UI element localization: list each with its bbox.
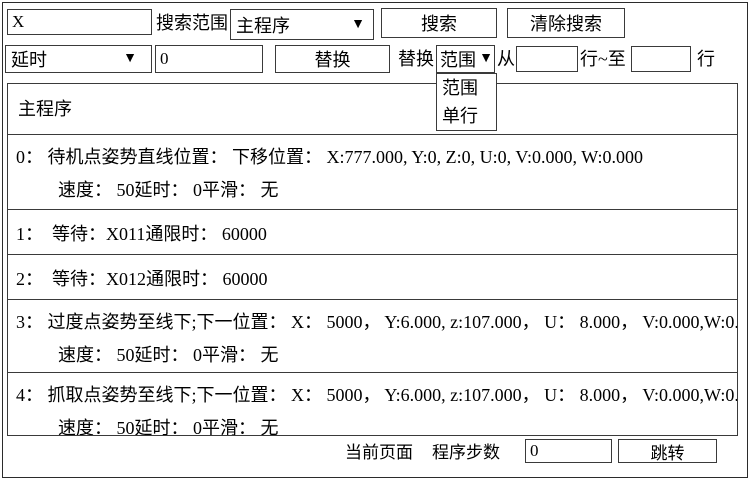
command-type-value: 延时 — [11, 50, 47, 70]
dropdown-arrow-icon: ▼ — [351, 16, 365, 32]
search-button[interactable]: 搜索 — [381, 8, 497, 38]
program-row-line2: 速度： 50延时： 0平滑： 无 — [58, 418, 279, 435]
from-label: 从 — [497, 49, 515, 69]
program-row-line1: 0： 待机点姿势直线位置： 下移位置： X:777.000, Y:0, Z:0,… — [16, 147, 644, 167]
range-option-list: 范围 单行 — [436, 73, 497, 131]
search-scope-value: 主程序 — [236, 15, 290, 36]
range-mode-value: 范围 — [440, 50, 476, 70]
program-row-line1: 2： 等待：X012通限时： 60000 — [16, 269, 268, 289]
line-label: 行 — [697, 49, 715, 69]
search-scope-select[interactable]: 主程序 ▼ — [230, 9, 374, 40]
program-title: 主程序 — [8, 84, 737, 135]
range-option-single[interactable]: 单行 — [442, 106, 478, 126]
step-number-input[interactable] — [525, 439, 612, 463]
search-scope-label: 搜索范围 — [156, 13, 228, 33]
program-row-line1: 3： 过度点姿势至线下;下一位置： X： 5000， Y:6.000, z:10… — [16, 312, 737, 332]
program-row-line2: 速度： 50延时： 0平滑： 无 — [58, 345, 279, 365]
program-row-line1: 4： 抓取点姿势至线下;下一位置： X： 5000， Y:6.000, z:10… — [16, 385, 737, 405]
from-line-input[interactable] — [516, 46, 578, 72]
program-steps-label: 程序步数 — [432, 443, 500, 462]
replace-value-input[interactable] — [155, 45, 263, 73]
dropdown-arrow-icon: ▼ — [479, 51, 493, 66]
program-row[interactable]: 0： 待机点姿势直线位置： 下移位置： X:777.000, Y:0, Z:0,… — [8, 135, 737, 210]
program-row-line2: 速度： 50延时： 0平滑： 无 — [58, 180, 279, 200]
program-row-line1: 1： 等待：X011通限时： 60000 — [16, 224, 267, 244]
line-to-label: 行~至 — [580, 49, 626, 69]
search-keyword-input[interactable] — [7, 9, 152, 35]
jump-button[interactable]: 跳转 — [618, 439, 717, 463]
to-line-input[interactable] — [631, 46, 691, 72]
clear-search-button[interactable]: 清除搜索 — [507, 8, 625, 38]
replace-button[interactable]: 替换 — [275, 45, 390, 73]
program-panel: 主程序 0： 待机点姿势直线位置： 下移位置： X:777.000, Y:0, … — [7, 83, 738, 436]
program-row[interactable]: 2： 等待：X012通限时： 60000 — [8, 255, 737, 300]
program-row[interactable]: 3： 过度点姿势至线下;下一位置： X： 5000， Y:6.000, z:10… — [8, 300, 737, 373]
range-option-range[interactable]: 范围 — [442, 78, 478, 98]
program-row[interactable]: 1： 等待：X011通限时： 60000 — [8, 210, 737, 255]
program-row[interactable]: 4： 抓取点姿势至线下;下一位置： X： 5000， Y:6.000, z:10… — [8, 373, 737, 435]
current-page-label: 当前页面 — [345, 443, 413, 462]
range-mode-select[interactable]: 范围 ▼ — [436, 45, 495, 73]
dropdown-arrow-icon: ▼ — [123, 51, 137, 66]
replace-mode-label: 替换 — [398, 49, 434, 69]
command-type-select[interactable]: 延时 ▼ — [5, 45, 152, 73]
